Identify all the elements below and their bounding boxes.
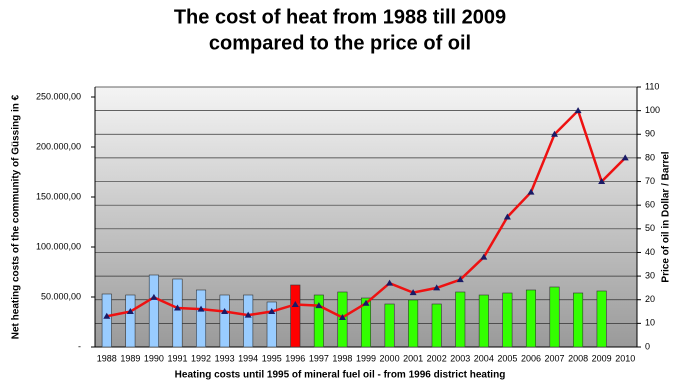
x-tick-label: 1988 <box>97 353 117 363</box>
y2-tick-label: 0 <box>645 341 650 351</box>
x-axis-title: Heating costs until 1995 of mineral fuel… <box>175 370 506 381</box>
bar <box>573 292 584 348</box>
bar <box>148 274 159 348</box>
x-tick-label: 2002 <box>427 353 447 363</box>
y-tick-label: 150.000,00 <box>36 191 81 201</box>
y2-tick-label: 10 <box>645 318 655 328</box>
x-tick-label: 1992 <box>191 353 211 363</box>
marker <box>503 213 511 220</box>
x-tick-label: 1998 <box>332 353 352 363</box>
x-tick-label: 1995 <box>262 353 282 363</box>
marker <box>315 302 323 309</box>
bar <box>408 299 419 348</box>
marker <box>551 130 559 137</box>
x-tick-label: 1996 <box>285 353 305 363</box>
marker <box>362 299 370 306</box>
marker <box>598 178 606 185</box>
y-tick-label: 50.000,00 <box>41 291 81 301</box>
y-tick-label: - <box>78 341 81 351</box>
x-tick-label: 2000 <box>380 353 400 363</box>
marker <box>197 305 205 312</box>
x-tick-label: 1989 <box>120 353 140 363</box>
marker <box>527 188 535 195</box>
marker <box>126 308 134 315</box>
y-tick-label: 100.000,00 <box>36 241 81 251</box>
bar <box>502 292 513 348</box>
x-tick-label: 2001 <box>403 353 423 363</box>
marker <box>268 308 276 315</box>
bar <box>196 289 207 348</box>
bar <box>243 294 254 348</box>
x-tick-label: 1991 <box>167 353 187 363</box>
y2-tick-label: 40 <box>645 247 655 257</box>
x-tick-label: 1997 <box>309 353 329 363</box>
y2-tick-label: 110 <box>645 81 659 91</box>
x-tick-label: 2004 <box>474 353 494 363</box>
x-tick-label: 1993 <box>215 353 235 363</box>
bar <box>290 284 301 348</box>
y-tick-label: 250.000,00 <box>36 91 81 101</box>
marker <box>291 300 299 307</box>
y2-tick-label: 60 <box>645 200 655 210</box>
x-tick-label: 2005 <box>497 353 517 363</box>
bar <box>360 297 372 348</box>
marker <box>456 276 464 283</box>
bar <box>384 303 395 348</box>
x-tick-label: 2008 <box>568 353 588 363</box>
marker <box>221 308 229 315</box>
marker <box>173 304 181 311</box>
marker <box>433 284 441 291</box>
y2-tick-label: 80 <box>645 152 655 162</box>
x-tick-label: 2007 <box>545 353 565 363</box>
x-tick-label: 2010 <box>615 353 635 363</box>
marker <box>103 312 111 319</box>
bar <box>313 294 324 348</box>
bar <box>478 294 489 348</box>
bar <box>596 290 607 348</box>
bar <box>455 291 466 348</box>
y-tick-label: 200.000,00 <box>36 141 81 151</box>
marker <box>386 279 394 286</box>
chart-title: The cost of heat from 1988 till 2009 <box>174 6 506 28</box>
x-tick-label: 1990 <box>144 353 164 363</box>
marker <box>150 293 158 300</box>
marker <box>621 154 629 161</box>
y2-tick-label: 50 <box>645 223 655 233</box>
bar <box>266 301 277 348</box>
bar <box>125 294 136 348</box>
marker <box>480 253 488 260</box>
marker <box>338 313 346 320</box>
bar <box>101 293 112 348</box>
marker <box>244 311 252 318</box>
bar <box>549 286 560 348</box>
x-tick-label: 2003 <box>450 353 470 363</box>
bar <box>525 289 536 348</box>
y2-tick-label: 90 <box>645 129 655 139</box>
marker <box>574 107 582 114</box>
x-tick-label: 1994 <box>238 353 258 363</box>
bar <box>431 303 442 348</box>
x-tick-label: 1999 <box>356 353 376 363</box>
y2-tick-label: 20 <box>645 294 655 304</box>
y2-tick-label: 30 <box>645 270 655 280</box>
marker <box>409 289 417 296</box>
y2-tick-label: 70 <box>645 176 655 186</box>
y-axis-title: Net heating costs of the community of Gü… <box>11 94 22 339</box>
y2-tick-label: 100 <box>645 105 660 115</box>
chart-title: compared to the price of oil <box>209 32 471 54</box>
bar <box>172 278 183 348</box>
y2-axis-title: Price of oil in Dollar / Barrel <box>661 151 672 282</box>
x-tick-label: 2009 <box>592 353 612 363</box>
bar <box>219 294 230 348</box>
x-tick-label: 2006 <box>521 353 541 363</box>
